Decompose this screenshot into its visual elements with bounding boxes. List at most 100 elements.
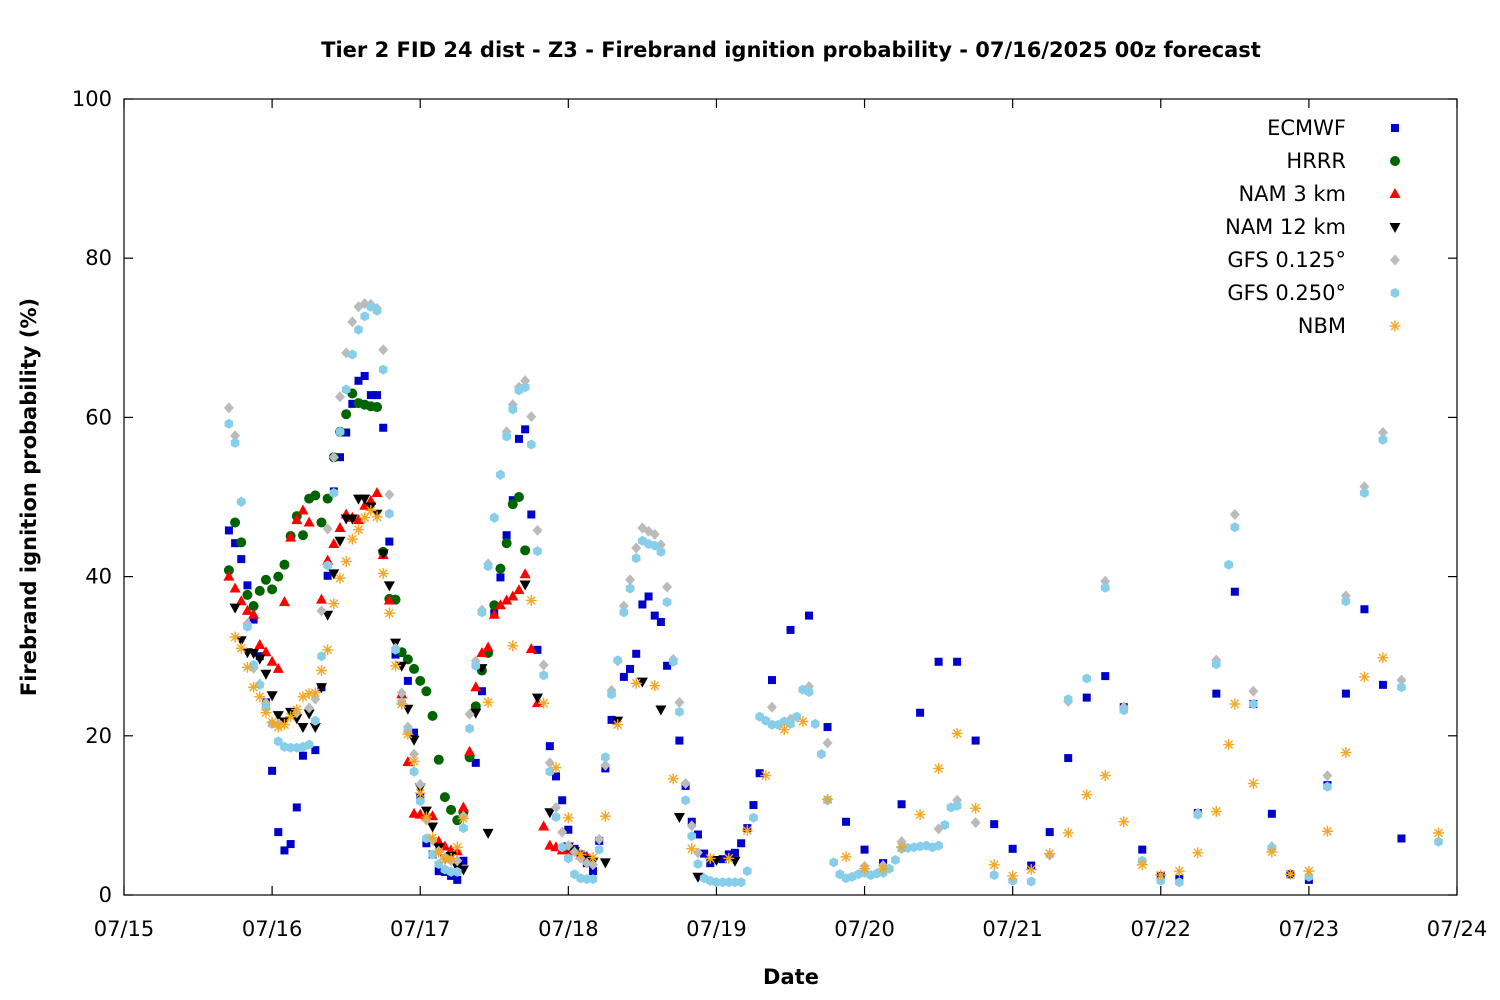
data-point [465,723,474,734]
data-point [285,711,297,723]
data-point [292,803,301,812]
data-point [594,844,604,855]
data-point [1341,689,1350,698]
x-tick-label: 07/24 [1427,917,1488,941]
data-point [366,391,375,400]
data-point [884,863,894,874]
x-axis-label: Date [763,965,819,989]
data-point [970,802,982,814]
data-point [396,661,408,672]
data-point [501,538,512,549]
data-point [453,875,462,884]
data-point [427,822,439,833]
data-point [766,701,777,713]
data-point [223,402,234,414]
data-point [513,492,524,502]
data-point [656,546,666,557]
data-point [403,676,412,685]
data-point [668,656,678,667]
data-point [495,563,506,574]
data-point [792,711,801,722]
data-point [391,644,400,655]
data-point [805,611,814,620]
data-point [360,372,369,381]
data-point [618,600,629,612]
legend-marker [1390,288,1400,298]
data-point [1358,671,1370,683]
data-point [1026,876,1036,887]
data-point [224,418,234,429]
data-point [1377,427,1388,439]
data-point [278,719,290,731]
data-point [414,787,426,799]
data-point [482,696,494,708]
data-point [588,874,598,885]
data-point [953,657,962,666]
data-point [346,514,358,525]
data-point [1267,809,1276,818]
data-point [693,830,702,839]
data-point [532,524,543,536]
data-point [223,570,235,581]
data-point [1119,705,1129,716]
data-point [464,745,476,756]
data-point [365,494,377,505]
data-point [237,555,246,564]
data-point [476,647,488,658]
y-tick-label: 80 [85,246,112,270]
data-point [315,683,327,694]
data-point [1193,809,1203,820]
data-point [353,524,365,536]
data-point [538,659,549,671]
data-point [1175,877,1184,888]
x-axis: 07/15 07/16 07/17 07/18 07/19 07/20 07/21 07/22… [94,99,1488,941]
data-point [562,812,574,824]
data-point [675,736,684,745]
data-point [371,487,383,498]
data-point [334,391,345,403]
data-point [297,504,309,515]
data-point [328,537,340,548]
data-point [254,654,266,665]
data-point [385,508,394,519]
y-tick-label: 0 [99,883,112,907]
data-point [322,610,334,621]
data-point [316,517,327,528]
data-point [1192,847,1204,859]
data-point [521,425,530,434]
data-point [822,793,834,805]
data-point [260,669,272,680]
data-point [1173,865,1185,877]
data-point [1045,828,1054,837]
data-point [1099,770,1111,782]
data-point [415,778,426,790]
data-point [470,681,482,692]
data-point [341,409,352,420]
data-point [291,514,303,525]
series-nbm [229,505,1444,882]
data-point [594,833,605,845]
data-point [533,546,542,557]
data-point [1397,682,1406,693]
data-point [274,736,283,747]
data-point [372,402,383,413]
data-point [459,856,468,865]
data-point [680,778,691,790]
data-point [916,708,925,717]
data-point [242,589,253,600]
data-point [760,770,772,782]
data-point [254,585,265,596]
data-point [663,661,672,670]
data-point [347,316,358,328]
data-point [674,696,685,708]
data-point [396,698,408,710]
data-point [439,853,451,865]
data-point [545,766,555,777]
data-point [236,496,246,507]
data-point [1081,789,1093,801]
legend-marker [1390,156,1400,166]
data-point [328,451,339,463]
data-point [673,812,685,823]
data-point [934,657,943,666]
